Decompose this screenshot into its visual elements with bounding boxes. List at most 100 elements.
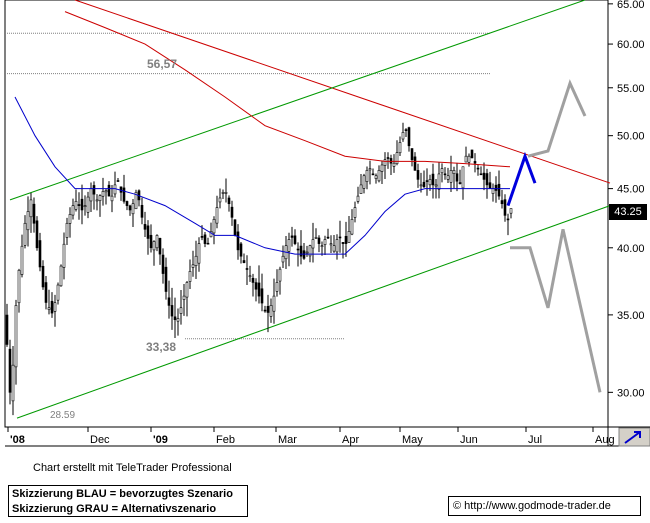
candle-body — [206, 242, 210, 245]
candle-body — [161, 254, 165, 274]
candle-body — [50, 300, 54, 314]
candle-body — [398, 142, 402, 154]
candle-body — [269, 305, 273, 317]
candle-body — [59, 265, 63, 287]
candle-body — [281, 255, 285, 263]
chart-grid — [5, 32, 490, 340]
candle-body — [11, 364, 15, 402]
candle-body — [203, 234, 207, 244]
candle-body — [38, 240, 42, 268]
candle-body — [260, 288, 264, 304]
candle-body — [215, 207, 219, 224]
candle-body — [86, 196, 90, 213]
trendline — [74, 0, 611, 184]
candle-body — [305, 251, 309, 254]
candle-body — [26, 211, 30, 231]
candle-body — [77, 204, 81, 206]
candle-body — [53, 302, 57, 312]
x-tick-label: Dec — [90, 434, 110, 446]
candle-body — [329, 243, 333, 246]
candle-body — [110, 195, 114, 202]
candle-body — [323, 239, 327, 245]
candle-body — [350, 219, 354, 235]
y-tick-label: 35.00 — [617, 310, 645, 322]
candle-body — [257, 282, 261, 297]
candle-body — [347, 231, 351, 243]
candle-body — [443, 173, 447, 176]
candle-body — [359, 184, 363, 194]
scenario-grey-down — [510, 228, 602, 393]
candle-body — [314, 237, 318, 239]
candle-body — [326, 236, 330, 239]
trendlines — [9, 0, 611, 419]
candle-body — [134, 192, 138, 210]
candle-body — [275, 282, 279, 292]
candle-body — [434, 184, 438, 187]
moving-average-line — [64, 11, 511, 168]
candle-body — [476, 167, 480, 170]
x-tick-label: Apr — [342, 434, 359, 446]
candle-body — [239, 243, 243, 257]
candle-body — [506, 218, 510, 221]
candle-body — [251, 277, 255, 283]
candle-body — [335, 239, 339, 253]
legend-box: Skizzierung BLAU = bevorzugtes Szenario … — [8, 485, 248, 517]
candle-body — [401, 132, 405, 140]
annotation-start: 28.59 — [50, 410, 75, 421]
candle-body — [458, 182, 462, 184]
candle-body — [419, 184, 423, 187]
candle-body — [488, 182, 492, 189]
candle-body — [143, 224, 147, 230]
candle-body — [125, 201, 129, 206]
candle-body — [191, 264, 195, 268]
candle-body — [353, 207, 357, 218]
candle-body — [290, 235, 294, 238]
candle-body — [152, 241, 156, 251]
candle-body — [317, 237, 321, 244]
candle-body — [158, 237, 162, 255]
candle-body — [287, 239, 291, 252]
annotation-high: 56,57 — [147, 57, 177, 71]
candle-body — [494, 184, 498, 191]
trendline — [16, 205, 611, 419]
candle-body — [500, 200, 504, 205]
candle-body — [470, 149, 474, 159]
candle-body — [227, 197, 231, 205]
candle-body — [425, 180, 429, 182]
candle-body — [278, 268, 282, 282]
candle-body — [293, 235, 297, 244]
candle-body — [89, 188, 93, 202]
candle-body — [254, 282, 258, 290]
y-tick-label: 55.00 — [617, 83, 645, 95]
candle-body — [17, 269, 21, 304]
y-tick-label: 30.00 — [617, 387, 645, 399]
candle-body — [377, 170, 381, 182]
price-candles — [5, 122, 513, 416]
candle-body — [368, 168, 372, 171]
candle-body — [122, 187, 126, 202]
candle-body — [479, 173, 483, 176]
candle-body — [446, 175, 450, 180]
candle-body — [95, 199, 99, 202]
candle-body — [98, 195, 102, 202]
candle-body — [395, 152, 399, 165]
candle-body — [503, 199, 507, 216]
candle-body — [461, 166, 465, 189]
x-tick-label: May — [402, 434, 423, 446]
x-tick-label: '09 — [153, 434, 168, 446]
candle-body — [176, 318, 180, 322]
candle-body — [116, 180, 120, 182]
candle-body — [233, 219, 237, 236]
trendline — [9, 0, 586, 201]
candle-body — [299, 245, 303, 257]
candle-body — [146, 225, 150, 239]
candle-body — [92, 185, 96, 195]
y-tick-label: 50.00 — [617, 131, 645, 143]
candle-body — [101, 191, 105, 197]
candle-body — [482, 172, 486, 180]
candle-body — [242, 260, 246, 263]
source-url[interactable]: © http://www.godmode-trader.de — [448, 496, 641, 516]
scenario-blue — [506, 151, 537, 207]
candle-body — [29, 199, 33, 218]
candle-body — [491, 188, 495, 194]
